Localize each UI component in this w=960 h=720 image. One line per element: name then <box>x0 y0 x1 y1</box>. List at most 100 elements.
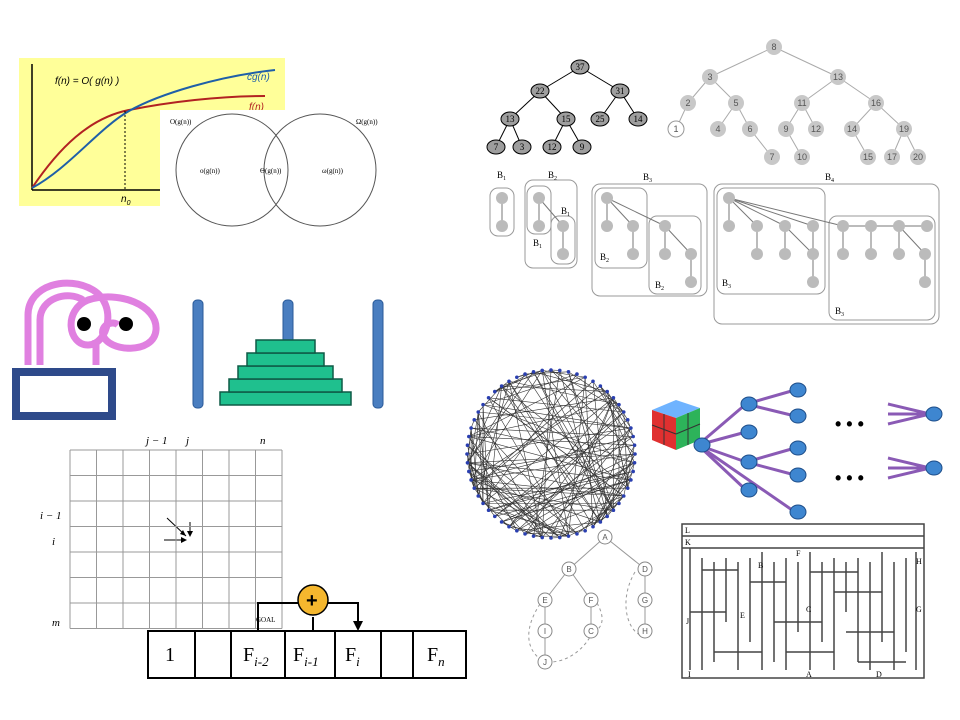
maze-label: E <box>740 611 745 620</box>
letter-node-label: J <box>543 658 547 667</box>
bst-node: 11 <box>794 95 810 111</box>
bst-node: 10 <box>794 149 810 165</box>
binomial-node <box>919 248 931 260</box>
graph-vertex <box>629 478 633 482</box>
graph-vertex <box>523 532 527 536</box>
graph-vertex <box>540 535 545 540</box>
graph-vertex <box>486 395 491 400</box>
graph-edge <box>524 462 635 535</box>
bst-tree-svg: 83 132 5 11 161 4 6 9 12 14 197 10 15 17 20 <box>667 39 926 165</box>
binomial-node <box>723 192 735 204</box>
graph-edge <box>568 371 608 517</box>
ellipsis-top: • • • <box>835 414 864 434</box>
heap-node-label: 25 <box>596 114 606 124</box>
heap-node: 14 <box>628 111 648 127</box>
graph-vertex <box>557 368 562 373</box>
bst-node: 2 <box>680 95 696 111</box>
graph-vertex <box>598 384 603 388</box>
graph-edge <box>501 479 631 523</box>
graph-edge <box>471 479 601 523</box>
bst-node: 17 <box>884 149 900 165</box>
heap-tree: 37 22 31 13 15 25 14 7 3 12 9 <box>480 55 660 160</box>
heap-node-label: 31 <box>616 86 625 96</box>
binomial-node <box>921 220 933 232</box>
plus-circle <box>297 584 329 616</box>
letter-node: E <box>537 592 553 608</box>
fib-cell-i-2: Fi-2 <box>243 644 269 669</box>
binomial-node <box>807 276 819 288</box>
binomial-node <box>627 248 639 260</box>
graph-vertex <box>499 520 504 524</box>
heap-node: 31 <box>610 83 630 99</box>
binomial-node <box>919 276 931 288</box>
graph-vertex <box>467 469 471 474</box>
binomial-node <box>779 220 791 232</box>
graph-edge <box>478 495 510 527</box>
graph-vertex <box>605 389 610 394</box>
heap-node-label: 3 <box>520 142 525 152</box>
label-b4-sub-b: B3 <box>835 306 844 318</box>
graph-edge <box>568 516 608 537</box>
col-label-n: n <box>260 435 266 447</box>
graph-edge <box>482 503 569 537</box>
left-only-label: o(g(n)) <box>200 167 220 175</box>
loop-machine <box>8 270 173 425</box>
graph-vertex <box>591 524 595 529</box>
heap-node-label: 37 <box>576 62 586 72</box>
letter-node-label: D <box>642 565 648 574</box>
b2-frame <box>524 179 578 269</box>
letter-node: C <box>583 623 599 639</box>
heap-node: 9 <box>572 139 592 155</box>
graph-edge <box>488 397 569 537</box>
graph-edge <box>467 371 534 463</box>
fib-cell-i: Fi <box>345 644 360 669</box>
binomial-node <box>807 248 819 260</box>
graph-vertex <box>621 410 626 414</box>
disk-2 <box>255 339 316 354</box>
ellipsis-bottom: • • • <box>835 468 864 488</box>
graph-vertex <box>611 395 616 400</box>
graph-edge <box>541 427 632 538</box>
graph-vertex <box>617 501 621 506</box>
heap-node-label: 14 <box>634 114 644 124</box>
graph-edge <box>468 471 526 535</box>
graph-edge <box>466 427 631 455</box>
label-b2-top: B2 <box>548 170 557 182</box>
row-label-m: m <box>52 617 60 629</box>
towers-of-hanoi <box>185 295 390 410</box>
b4-frame <box>713 183 940 325</box>
binomial-edge <box>898 225 926 255</box>
binomial-node <box>601 192 613 204</box>
graph-edge <box>584 427 632 531</box>
disk-stack <box>219 339 352 406</box>
left-set-label: O(g(n)) <box>170 118 192 126</box>
graph-vertex <box>465 443 470 448</box>
graph-edge <box>467 462 624 497</box>
graph-vertex <box>591 379 595 384</box>
binomial-node <box>659 248 671 260</box>
graph-edge <box>508 381 543 538</box>
graph-vertex <box>492 514 497 519</box>
letter-node-label: A <box>602 533 608 542</box>
bst-node: 19 <box>896 121 912 137</box>
maze-label: L <box>685 526 690 535</box>
bst-edge <box>709 46 775 78</box>
binomial-node <box>837 248 849 260</box>
binomial-edge <box>784 225 814 255</box>
binomial-node <box>865 220 877 232</box>
graph-vertex <box>469 426 473 430</box>
binomial-node <box>627 220 639 232</box>
circular-graph <box>462 365 640 543</box>
label-b4-top: B4 <box>825 172 834 184</box>
graph-vertex <box>632 443 637 448</box>
label-b3-sub-a: B2 <box>600 252 609 264</box>
graph-edge <box>592 381 608 517</box>
graph-edge <box>600 385 635 463</box>
heap-node-label: 7 <box>494 142 499 152</box>
graph-vertex <box>631 469 635 474</box>
graph-edge <box>488 386 502 511</box>
letter-node: D <box>637 561 653 577</box>
graph-vertex <box>481 501 485 506</box>
graph-edge <box>467 453 636 464</box>
bst-node-label: 17 <box>887 152 897 162</box>
